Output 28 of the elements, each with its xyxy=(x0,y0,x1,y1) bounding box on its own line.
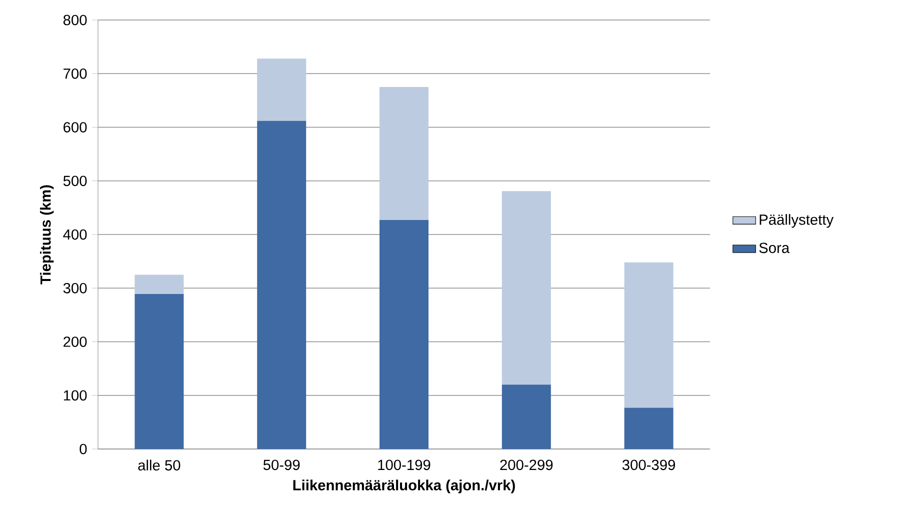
x-tick-label: 100-199 xyxy=(378,460,430,470)
y-tick-label: 100 xyxy=(64,390,87,401)
bar xyxy=(134,274,184,294)
y-tick-label: 700 xyxy=(64,68,87,79)
x-tick-label: 300-399 xyxy=(622,460,676,470)
bar xyxy=(624,262,674,408)
y-tick-label: 600 xyxy=(64,122,87,132)
y-tick-label: 300 xyxy=(63,282,87,294)
legend-label: Sora xyxy=(759,242,790,254)
y-axis-title: Tiepituus (km) xyxy=(40,185,54,284)
y-tick-label: 400 xyxy=(63,229,87,240)
bar xyxy=(257,120,306,449)
legend-label: Päällystetty xyxy=(760,214,834,228)
bar xyxy=(502,384,551,449)
y-tick-label: 500 xyxy=(63,176,87,186)
x-tick-label: alle 50 xyxy=(138,460,180,470)
x-axis-title: Liikennemääräluokka (ajon./vrk) xyxy=(293,480,515,494)
bar xyxy=(380,87,428,220)
y-tick-label: 800 xyxy=(63,14,87,26)
bar xyxy=(257,58,306,121)
bar xyxy=(380,220,428,449)
bar xyxy=(624,408,674,449)
x-tick-label: 50-99 xyxy=(263,460,300,470)
x-tick-label: 200-299 xyxy=(500,460,553,470)
y-tick-label: 200 xyxy=(64,336,87,347)
bar xyxy=(502,191,551,385)
bar xyxy=(134,294,184,449)
y-tick-label: 0 xyxy=(80,444,87,454)
